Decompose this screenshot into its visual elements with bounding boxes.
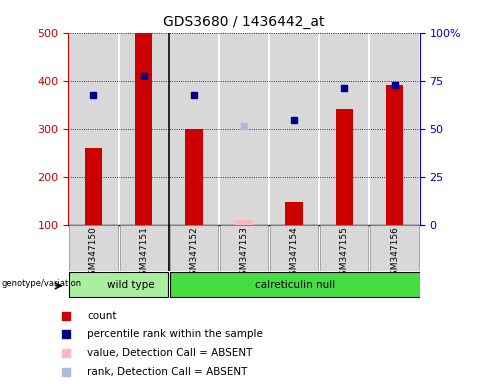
Text: GSM347150: GSM347150: [89, 226, 98, 281]
Text: GSM347154: GSM347154: [290, 226, 299, 281]
Title: GDS3680 / 1436442_at: GDS3680 / 1436442_at: [163, 15, 325, 29]
Text: percentile rank within the sample: percentile rank within the sample: [87, 329, 264, 339]
Text: count: count: [87, 311, 117, 321]
Bar: [69, 225, 118, 271]
Bar: [386, 86, 404, 225]
Bar: [270, 225, 318, 271]
Bar: [170, 272, 421, 297]
Text: GSM347152: GSM347152: [189, 226, 198, 281]
Bar: [320, 33, 368, 225]
Bar: [336, 109, 353, 225]
Bar: [69, 272, 168, 297]
Text: GSM347156: GSM347156: [390, 226, 399, 281]
Bar: [170, 33, 218, 225]
Bar: [370, 33, 419, 225]
Bar: [185, 129, 203, 225]
Text: calreticulin null: calreticulin null: [255, 280, 335, 290]
Text: GSM347151: GSM347151: [139, 226, 148, 281]
Bar: [370, 225, 419, 271]
Bar: [135, 33, 152, 225]
Text: GSM347153: GSM347153: [240, 226, 248, 281]
Bar: [320, 225, 368, 271]
Text: value, Detection Call = ABSENT: value, Detection Call = ABSENT: [87, 348, 253, 358]
Bar: [84, 148, 102, 225]
Bar: [170, 225, 218, 271]
Bar: [120, 33, 168, 225]
Bar: [270, 33, 318, 225]
Bar: [69, 33, 118, 225]
Text: rank, Detection Call = ABSENT: rank, Detection Call = ABSENT: [87, 367, 248, 377]
Bar: [235, 220, 253, 225]
Text: GSM347155: GSM347155: [340, 226, 349, 281]
Text: wild type: wild type: [107, 280, 155, 290]
Bar: [120, 225, 168, 271]
Bar: [220, 225, 268, 271]
Bar: [220, 33, 268, 225]
Bar: [285, 202, 303, 225]
Text: genotype/variation: genotype/variation: [1, 279, 81, 288]
